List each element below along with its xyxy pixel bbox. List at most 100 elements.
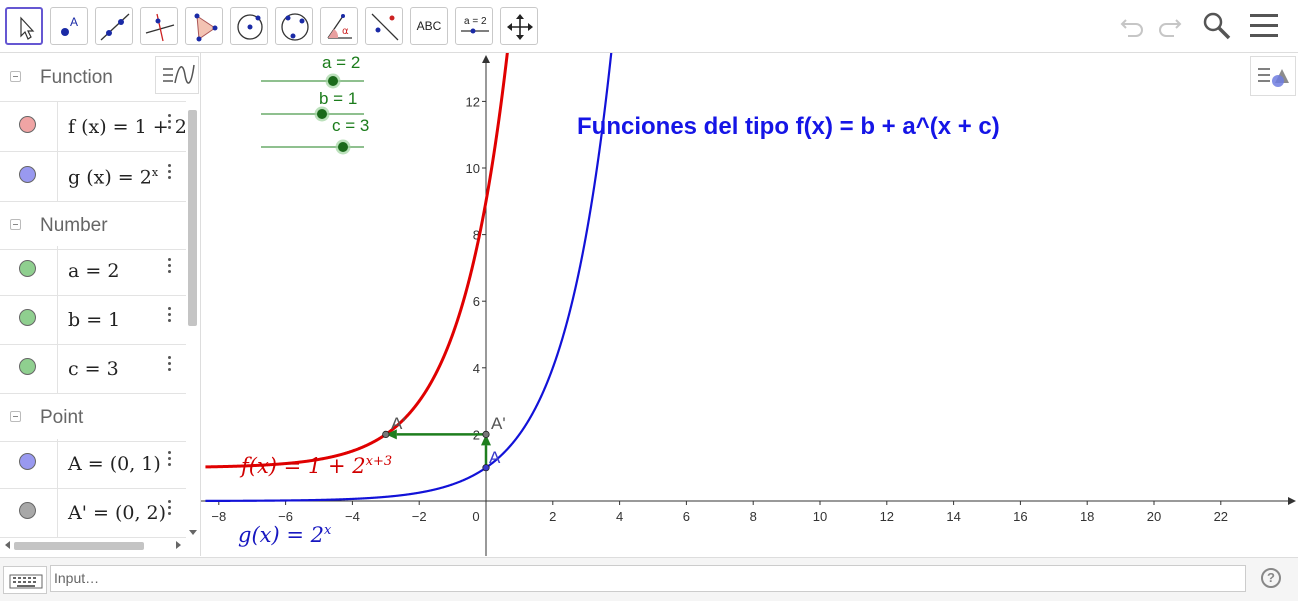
g-curve-label-text: g(x) = 2	[238, 523, 324, 547]
slider-tool[interactable]: a = 2	[455, 7, 493, 45]
slider-b[interactable]	[261, 106, 364, 122]
series-f-curve[interactable]	[205, 53, 509, 469]
algebra-expression[interactable]: A = (0, 1)	[68, 453, 161, 475]
visibility-toggle[interactable]	[19, 166, 36, 183]
move-graphics-tool[interactable]	[500, 7, 538, 45]
keyboard-button[interactable]	[3, 566, 47, 594]
g-curve-label-exponent: x	[323, 523, 332, 538]
more-options-icon[interactable]	[168, 500, 172, 518]
algebra-expression[interactable]: g (x) = 2x	[68, 166, 158, 188]
y-tick-label: 10	[466, 161, 480, 176]
visibility-toggle[interactable]	[19, 260, 36, 277]
slider-a-label[interactable]: a = 2	[322, 53, 361, 72]
angle-tool[interactable]: α	[320, 7, 358, 45]
collapse-icon[interactable]	[10, 71, 21, 82]
point-a-prime-label: A'	[491, 414, 506, 433]
algebra-row-a[interactable]: a = 2	[0, 246, 186, 296]
vertical-scrollbar[interactable]	[188, 110, 197, 326]
f-curve-label[interactable]: f(x) = 1 + 2x+3	[241, 454, 392, 478]
algebra-row-point-a[interactable]: A = (0, 1)	[0, 439, 186, 489]
polygon-tool[interactable]	[185, 7, 223, 45]
horizontal-scrollbar[interactable]	[14, 542, 144, 550]
circle-tool[interactable]	[230, 7, 268, 45]
point-a-icon: A	[61, 15, 78, 36]
point-a[interactable]	[482, 464, 490, 472]
slider-tool-label: a = 2	[464, 16, 487, 27]
x-tick-label: −4	[345, 509, 360, 524]
algebra-row-point-a-prime[interactable]: A' = (0, 2)	[0, 488, 186, 538]
algebra-row-b[interactable]: b = 1	[0, 295, 186, 345]
collapse-icon[interactable]	[10, 219, 21, 230]
algebra-row-f[interactable]: f (x) = 1 + 2	[0, 102, 186, 152]
visibility-toggle[interactable]	[19, 309, 36, 326]
more-options-icon[interactable]	[168, 307, 172, 325]
algebra-expression[interactable]: f (x) = 1 + 2	[68, 116, 186, 138]
scroll-right-icon[interactable]	[173, 539, 183, 551]
more-options-icon[interactable]	[168, 258, 172, 276]
visibility-toggle[interactable]	[19, 502, 36, 519]
input-bar: Input… ?	[0, 557, 1298, 601]
graphics-style-bar-button[interactable]	[1250, 56, 1296, 96]
line-tool[interactable]	[95, 7, 133, 45]
series-g-curve[interactable]	[205, 53, 613, 502]
visibility-toggle[interactable]	[19, 358, 36, 375]
slider-c-label[interactable]: c = 3	[332, 116, 370, 135]
point-tool[interactable]: A	[50, 7, 88, 45]
collapse-icon[interactable]	[10, 411, 21, 422]
group-point-header[interactable]: Point	[0, 393, 186, 442]
move-tool[interactable]	[5, 7, 43, 45]
reflect-tool[interactable]	[365, 7, 403, 45]
conic-tool[interactable]	[275, 7, 313, 45]
algebra-expression[interactable]: a = 2	[68, 260, 120, 282]
point-a-prime-translated[interactable]	[382, 430, 390, 438]
hamburger-menu-icon[interactable]	[1249, 10, 1279, 40]
more-options-icon[interactable]	[168, 451, 172, 469]
slider-c[interactable]	[261, 139, 364, 155]
x-tick-label: 18	[1080, 509, 1094, 524]
undo-icon[interactable]	[1118, 10, 1148, 40]
more-options-icon[interactable]	[168, 114, 172, 132]
more-options-icon[interactable]	[168, 164, 172, 182]
x-tick-label: 16	[1013, 509, 1027, 524]
visibility-toggle[interactable]	[19, 453, 36, 470]
algebra-style-bar-button[interactable]	[155, 56, 199, 94]
input-field[interactable]: Input…	[50, 565, 1246, 592]
circle-three-points-icon	[281, 13, 309, 41]
algebra-expression[interactable]: b = 1	[68, 309, 121, 331]
slider-a[interactable]	[261, 73, 364, 89]
graphics-title[interactable]: Funciones del tipo f(x) = b + a^(x + c)	[577, 113, 1000, 140]
x-tick-label: 6	[683, 509, 690, 524]
y-tick-label: 12	[466, 94, 480, 109]
slider-b-label[interactable]: b = 1	[319, 89, 358, 108]
search-icon[interactable]	[1201, 10, 1233, 42]
text-tool[interactable]: ABC	[410, 7, 448, 45]
algebra-row-g[interactable]: g (x) = 2x	[0, 152, 186, 202]
algebra-expression[interactable]: c = 3	[68, 358, 119, 380]
algebra-row-c[interactable]: c = 3	[0, 344, 186, 394]
y-tick-label: 4	[473, 361, 480, 376]
perpendicular-line-tool[interactable]	[140, 7, 178, 45]
circle-center-point-icon	[237, 14, 263, 40]
g-curve-label[interactable]: g(x) = 2x	[238, 523, 331, 547]
perpendicular-line-icon	[145, 13, 175, 42]
x-tick-label: 10	[813, 509, 827, 524]
group-number-header[interactable]: Number	[0, 201, 186, 250]
redo-icon[interactable]	[1154, 10, 1184, 40]
f-curve-label-text: f(x) = 1 + 2	[241, 454, 366, 478]
help-icon[interactable]: ?	[1261, 568, 1281, 588]
more-options-icon[interactable]	[168, 356, 172, 374]
row-divider	[57, 295, 58, 344]
angle-icon: α	[327, 14, 352, 39]
group-function-header[interactable]: Function	[0, 53, 186, 102]
scroll-down-icon[interactable]	[187, 527, 199, 537]
scroll-left-icon[interactable]	[3, 539, 13, 551]
f-curve-label-exponent: x+3	[365, 454, 393, 469]
row-divider	[57, 344, 58, 393]
point-a-prime-translated-label: A'	[391, 414, 406, 433]
row-divider	[57, 439, 58, 488]
point-a-label: A	[489, 448, 501, 467]
algebra-expression[interactable]: A' = (0, 2)	[68, 502, 167, 524]
point-a-prime[interactable]	[482, 430, 490, 438]
visibility-toggle[interactable]	[19, 116, 36, 133]
